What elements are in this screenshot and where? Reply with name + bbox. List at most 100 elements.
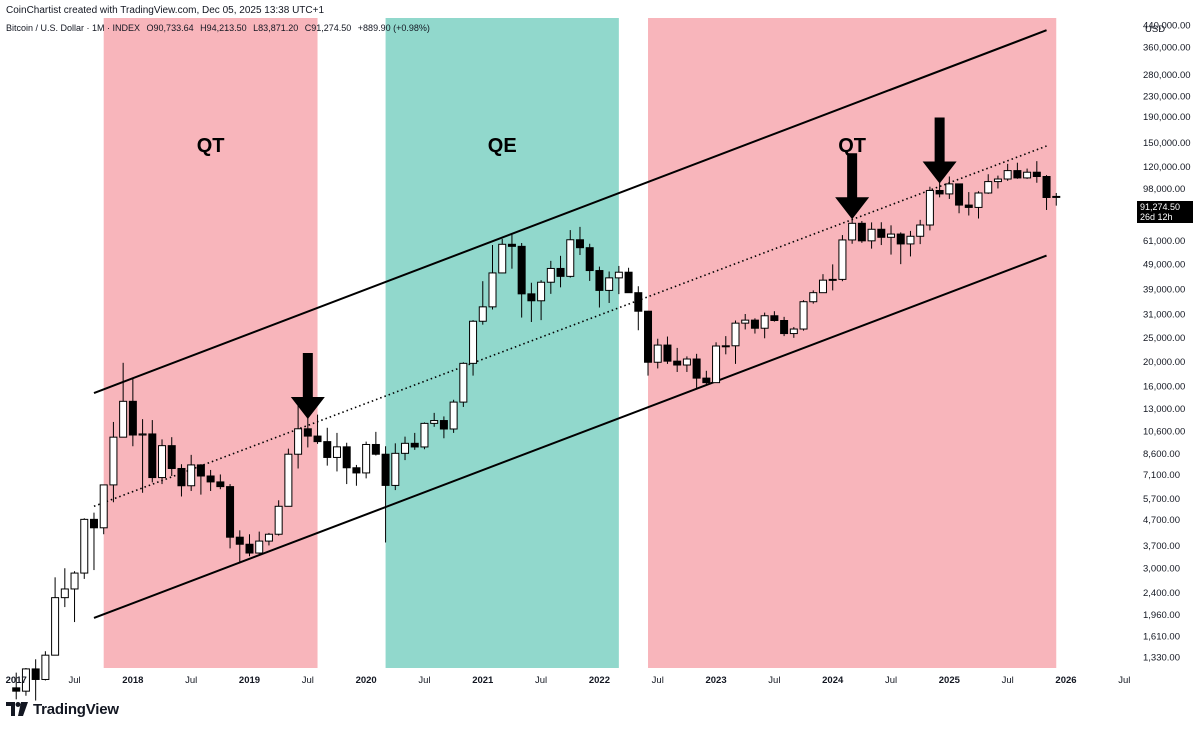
candle-body	[955, 183, 964, 206]
candle	[362, 441, 371, 479]
candle	[313, 414, 322, 444]
candle-body	[964, 204, 973, 208]
candle	[877, 222, 886, 246]
symbol-label[interactable]: Bitcoin / U.S. Dollar · 1M · INDEX	[6, 23, 141, 33]
candle	[274, 500, 283, 536]
candle-body	[371, 443, 380, 455]
candle	[760, 312, 769, 339]
y-tick-label: 3,000.00	[1143, 564, 1180, 575]
candle	[546, 260, 555, 294]
x-tick-label: 2020	[356, 675, 377, 686]
down-arrow-marker	[835, 153, 870, 220]
candle-body	[439, 420, 448, 430]
candle-body	[848, 222, 857, 241]
candle	[323, 427, 332, 466]
candle-body	[1003, 170, 1012, 180]
candle-body	[984, 181, 993, 194]
y-tick-label: 360,000.00	[1143, 43, 1191, 54]
x-tick-label: 2018	[122, 675, 143, 686]
candle	[255, 531, 264, 555]
candle-body	[469, 320, 478, 364]
region-label-qt: QT	[838, 135, 866, 157]
y-tick-label: 230,000.00	[1143, 91, 1191, 102]
candle	[809, 290, 818, 304]
candle-body	[1032, 171, 1041, 178]
x-tick-label: 2019	[239, 675, 260, 686]
candle-body	[206, 475, 215, 483]
candle	[391, 443, 400, 491]
x-tick-label: 2017	[6, 675, 27, 686]
candle	[226, 484, 235, 549]
candle-body	[109, 436, 118, 486]
open-value: O90,733.64	[146, 23, 194, 33]
candle-body	[799, 301, 808, 330]
candle-body	[187, 464, 196, 487]
candle	[187, 454, 196, 491]
candle	[731, 320, 740, 364]
candle	[818, 274, 827, 294]
candle-body	[352, 467, 361, 474]
candle-body	[216, 481, 225, 488]
candle	[430, 412, 439, 427]
down-arrow-marker	[922, 117, 957, 184]
x-tick-label: Jul	[768, 675, 780, 686]
region-band-qe	[385, 18, 619, 668]
candle	[41, 651, 50, 681]
region-label-qt: QT	[197, 135, 225, 157]
candle	[128, 378, 137, 447]
candle-body	[478, 306, 487, 322]
candle	[89, 512, 98, 571]
candle-body	[138, 433, 147, 436]
region-label-qe: QE	[488, 135, 517, 157]
candle	[741, 313, 750, 330]
candle-body	[342, 446, 351, 469]
x-tick-label: 2025	[939, 675, 961, 686]
down-arrow-marker	[290, 352, 325, 419]
candle	[459, 362, 468, 407]
candle	[60, 568, 69, 608]
tradingview-logo-icon	[6, 702, 28, 716]
candle	[605, 271, 614, 303]
x-tick-label: Jul	[302, 675, 314, 686]
candle-body	[867, 228, 876, 242]
candle-body	[925, 189, 934, 226]
candle	[682, 356, 691, 372]
candle-body	[721, 345, 730, 348]
candle	[1032, 161, 1041, 183]
candle	[119, 362, 128, 438]
ohlc-legend: Bitcoin / U.S. Dollar · 1M · INDEX O90,7…	[6, 23, 434, 33]
candle	[857, 221, 866, 243]
candle	[556, 255, 565, 288]
x-tick-label: Jul	[418, 675, 430, 686]
candle-body	[527, 293, 536, 302]
candle-body	[906, 235, 915, 245]
candle	[770, 311, 779, 322]
candle-body	[673, 360, 682, 366]
candle	[925, 186, 934, 231]
candle-body	[780, 320, 789, 335]
candle-body	[303, 428, 312, 437]
close-value: C91,274.50	[304, 23, 352, 33]
candle	[537, 280, 546, 321]
candle-body	[313, 435, 322, 443]
last-price-tag: 91,274.50 26d 12h	[1137, 201, 1193, 223]
candle	[51, 577, 60, 656]
y-tick-label: 1,330.00	[1143, 652, 1180, 663]
candle	[148, 420, 157, 483]
candle	[1013, 162, 1022, 179]
region-band-qt	[648, 18, 1057, 668]
candle	[887, 225, 896, 255]
candle	[634, 286, 643, 331]
candle	[352, 464, 361, 486]
chart-attribution: CoinChartist created with TradingView.co…	[6, 5, 325, 16]
candle-body	[128, 400, 137, 436]
candle	[80, 518, 89, 579]
tradingview-logo[interactable]: TradingView	[6, 698, 119, 720]
candle-body	[750, 319, 759, 329]
candle-body	[644, 310, 653, 363]
candle-body	[430, 420, 439, 424]
candle-body	[634, 292, 643, 312]
y-tick-label: 5,700.00	[1143, 494, 1180, 505]
